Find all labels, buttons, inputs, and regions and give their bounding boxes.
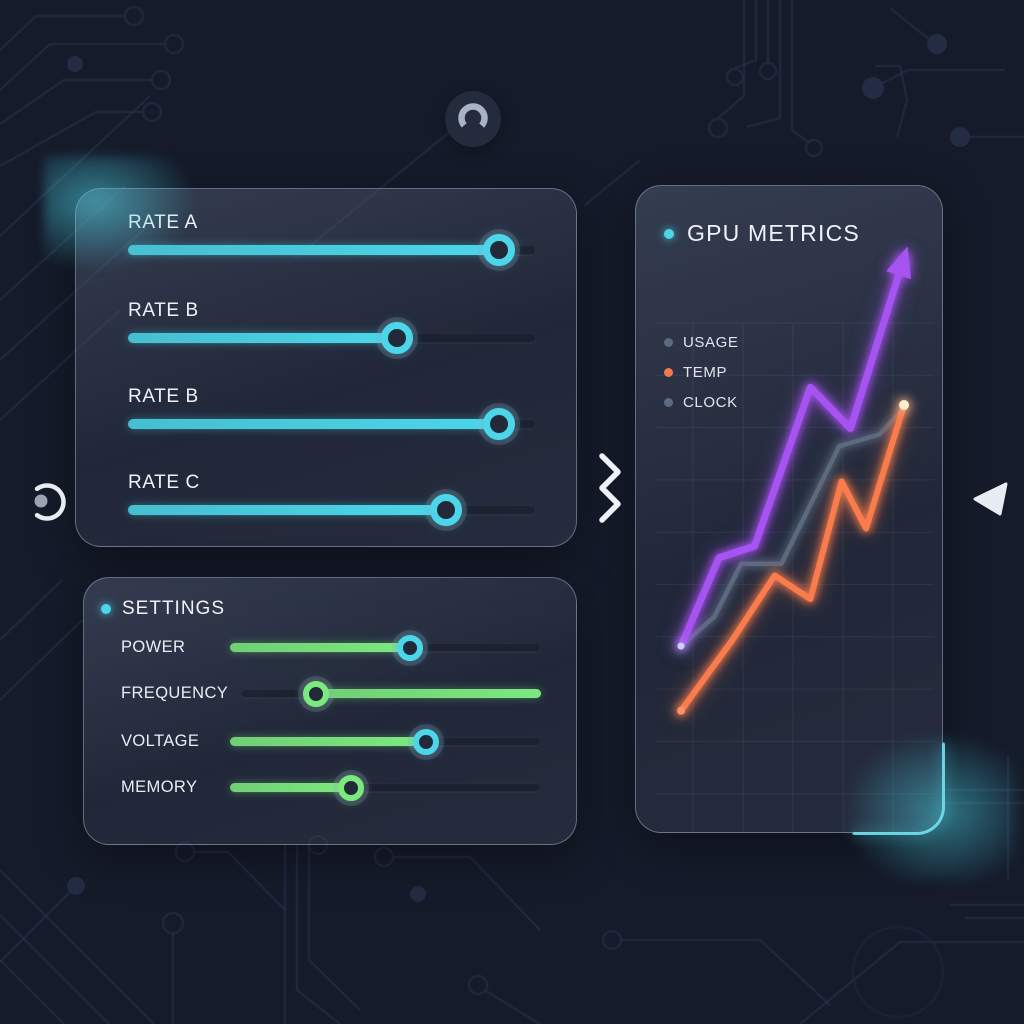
slider-label: RATE B <box>128 386 199 407</box>
chart-series <box>673 246 912 718</box>
frequency-slider-track[interactable] <box>241 680 541 707</box>
power-slider-knob[interactable] <box>397 634 424 661</box>
settings-title: SETTINGS <box>122 598 226 619</box>
slider-label: RATE B <box>128 300 199 321</box>
slider-fill <box>230 643 411 652</box>
temp-legend-dot-icon <box>664 368 673 377</box>
usage-legend-dot-icon <box>664 338 673 347</box>
slider-label: FREQUENCY <box>121 684 229 702</box>
slider-fill <box>316 689 541 698</box>
slider-fill <box>128 333 398 343</box>
metrics-chart <box>656 246 934 832</box>
gpu-metrics-panel: GPU METRICS USAGE TEMP CLOCK <box>635 185 943 833</box>
memory-slider-track[interactable] <box>230 774 541 801</box>
rate-b1-slider-track[interactable] <box>128 322 536 354</box>
voltage-slider-track[interactable] <box>230 728 541 755</box>
legend-item-usage: USAGE <box>664 334 739 351</box>
rates-panel: RATE A RATE B RATE B RATE C <box>75 188 577 547</box>
power-slider-track[interactable] <box>230 634 541 661</box>
slider-row-rate-c: RATE C <box>128 472 536 526</box>
back-triangle-icon <box>973 482 1008 516</box>
rate-b2-slider-knob[interactable] <box>483 408 516 440</box>
rate-b1-slider-knob[interactable] <box>381 322 414 354</box>
clock-legend-dot-icon <box>664 398 673 407</box>
slider-row-memory: MEMORY <box>121 774 541 801</box>
slider-row-rate-b1: RATE B <box>128 300 536 354</box>
legend-item-temp: TEMP <box>664 364 739 381</box>
gpu-metrics-header: GPU METRICS <box>664 220 860 247</box>
rate-c-slider-knob[interactable] <box>430 494 463 526</box>
slider-fill <box>128 505 447 515</box>
legend-item-clock: CLOCK <box>664 394 739 411</box>
zigzag-chevrons-icon <box>599 453 621 523</box>
gpu-metrics-title: GPU METRICS <box>687 220 860 246</box>
slider-row-power: POWER <box>121 634 541 661</box>
arc-badge-button[interactable] <box>445 91 501 147</box>
slider-fill <box>230 737 426 746</box>
rate-c-slider-track[interactable] <box>128 494 536 526</box>
rate-b2-slider-track[interactable] <box>128 408 536 440</box>
arc-ring-icon <box>458 103 488 133</box>
rate-a-slider-track[interactable] <box>128 234 536 266</box>
chart-legend: USAGE TEMP CLOCK <box>664 334 739 411</box>
settings-panel: SETTINGS POWER FREQUENCY VOLTAGE MEMORY <box>83 577 577 845</box>
slider-row-rate-a: RATE A <box>128 212 536 266</box>
settings-header: SETTINGS <box>101 598 225 620</box>
slider-label: VOLTAGE <box>121 732 200 750</box>
slider-fill <box>128 419 500 429</box>
progress-circle-icon <box>28 483 66 521</box>
metrics-accent-dot-icon <box>664 228 674 239</box>
frequency-slider-knob[interactable] <box>303 680 330 707</box>
slider-label: RATE C <box>128 472 200 493</box>
memory-slider-knob[interactable] <box>338 774 365 801</box>
settings-accent-dot-icon <box>101 604 111 614</box>
slider-row-rate-b2: RATE B <box>128 386 536 440</box>
slider-row-frequency: FREQUENCY <box>121 680 541 707</box>
rate-a-slider-knob[interactable] <box>483 234 516 266</box>
voltage-slider-knob[interactable] <box>412 728 439 755</box>
slider-fill <box>230 783 352 792</box>
slider-fill <box>128 245 500 255</box>
slider-label: POWER <box>121 638 186 656</box>
slider-label: MEMORY <box>121 778 198 796</box>
slider-label: RATE A <box>128 212 198 233</box>
back-triangle-button[interactable] <box>965 475 1015 520</box>
slider-row-voltage: VOLTAGE <box>121 728 541 755</box>
